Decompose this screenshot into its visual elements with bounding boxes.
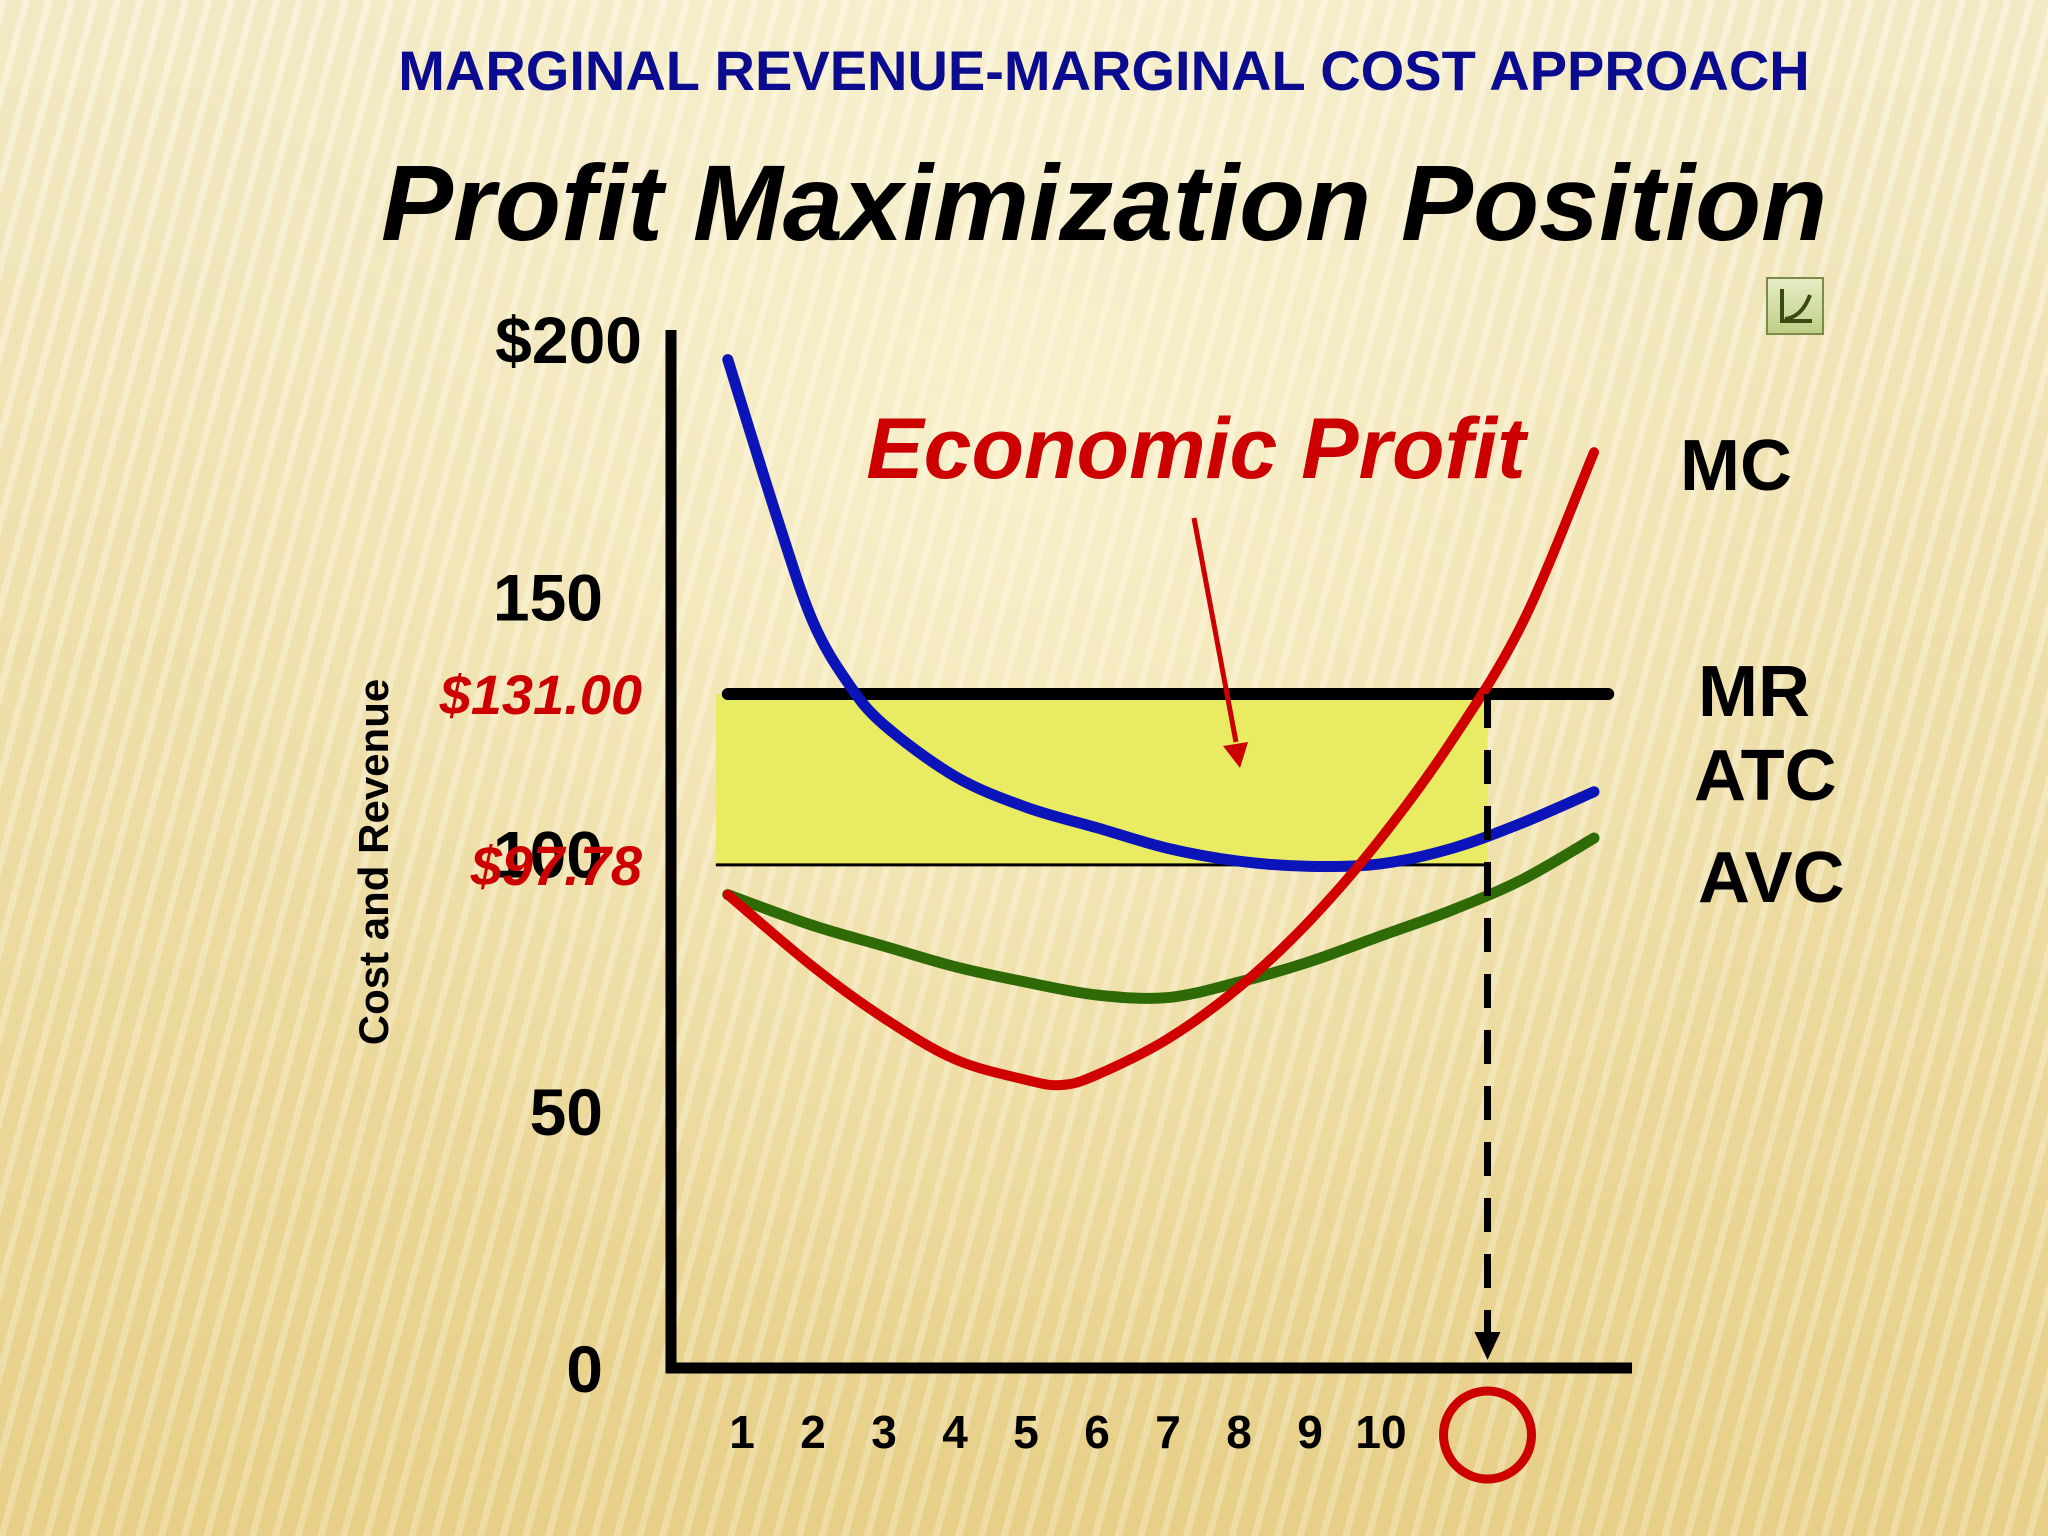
atc-label: ATC (1694, 736, 1837, 816)
x-tick-label: 6 (1084, 1406, 1110, 1458)
avc-label: AVC (1698, 838, 1845, 918)
x-tick-label: 7 (1155, 1406, 1181, 1458)
y-axis-label: Cost and Revenue (350, 679, 397, 1045)
atc-curve (722, 354, 1600, 873)
economic-profit-arrowhead (1223, 742, 1248, 768)
price-label: $97.78 (470, 834, 643, 897)
y-tick-label: 100 (493, 818, 603, 892)
x-tick-label: 3 (871, 1406, 897, 1458)
x-tick-label: 1 (729, 1406, 755, 1458)
economic-profit-area (715, 694, 1488, 865)
optimum-output-circle (1439, 1386, 1536, 1484)
x-tick-label: 10 (1355, 1406, 1406, 1458)
action-button[interactable] (1766, 277, 1824, 335)
slide-title: MARGINAL REVENUE-MARGINAL COST APPROACH (398, 39, 1809, 102)
x-tick-label: 4 (942, 1406, 968, 1458)
mc-curve (722, 447, 1599, 1091)
economic-profit-label: Economic Profit (866, 401, 1529, 497)
x-tick-label: 2 (800, 1406, 826, 1458)
x-tick-label: 8 (1226, 1406, 1252, 1458)
y-tick-label: 50 (530, 1075, 603, 1149)
x-tick-label: 9 (1297, 1406, 1323, 1458)
economic-profit-arrow (1191, 517, 1239, 743)
mc-label: MC (1680, 426, 1792, 506)
curve-graph-icon (1780, 289, 1812, 323)
price-label: $131.00 (439, 663, 642, 726)
optimum-arrowhead (1474, 1332, 1501, 1360)
avc-curve (722, 832, 1600, 1004)
chart-title: Profit Maximization Position (381, 142, 1827, 263)
mr-label: MR (1698, 652, 1810, 732)
y-tick-label: 0 (566, 1332, 603, 1406)
y-tick-label: $200 (495, 303, 642, 377)
x-tick-label: 5 (1013, 1406, 1039, 1458)
y-tick-label: 150 (493, 560, 603, 634)
